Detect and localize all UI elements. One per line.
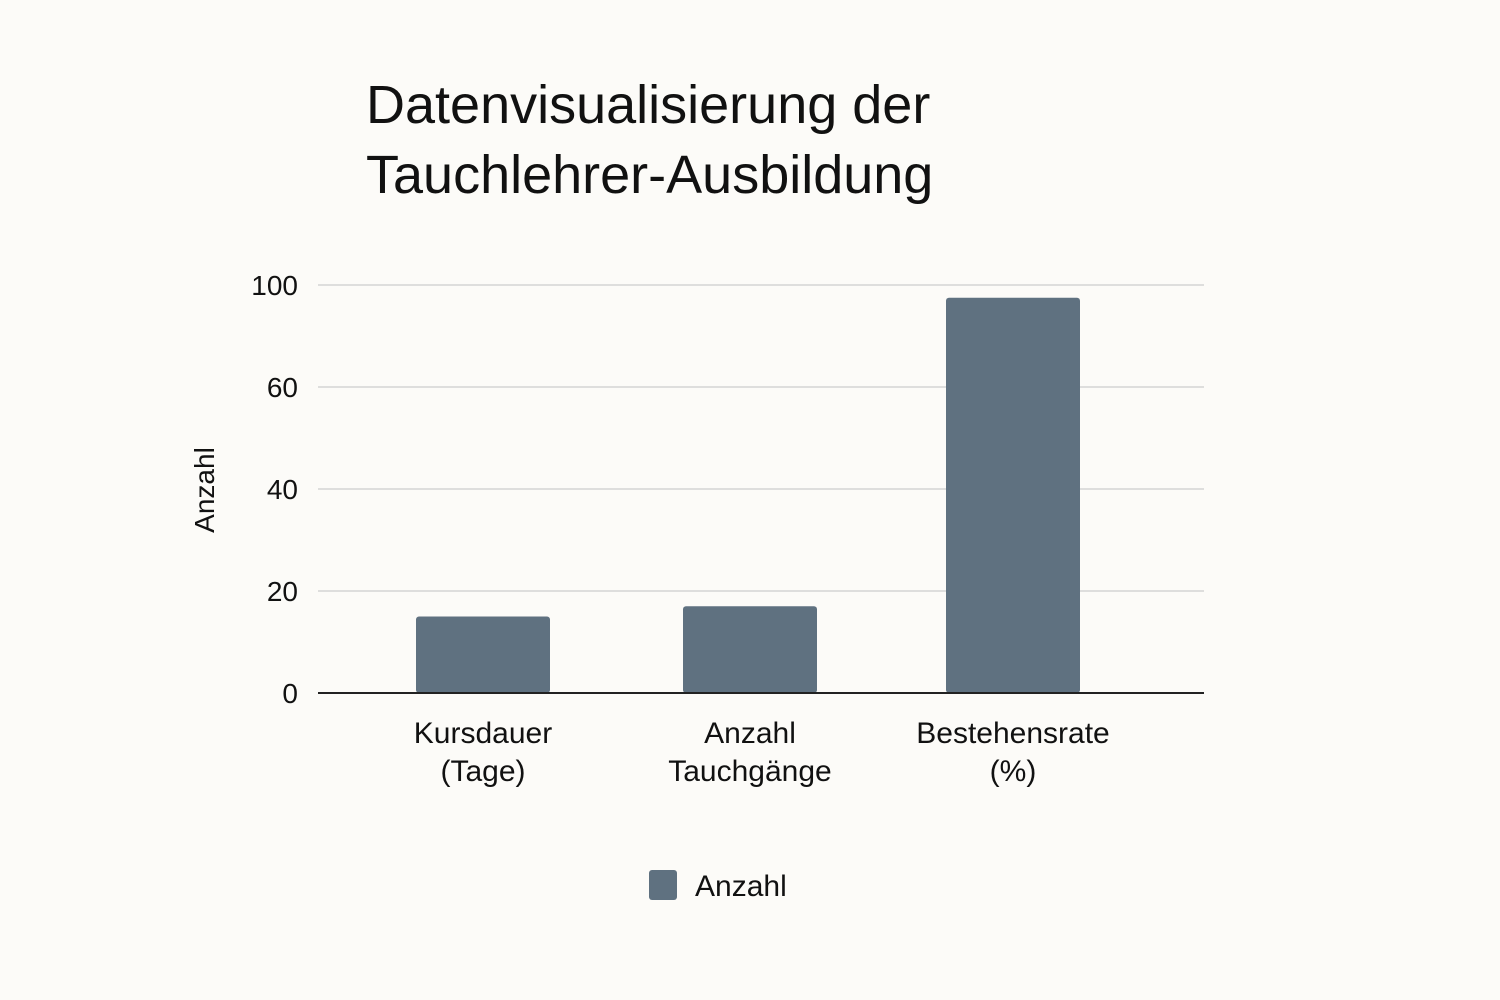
- legend-swatch-anzahl: [649, 870, 677, 900]
- legend: Anzahl: [649, 870, 787, 903]
- chart-title: Datenvisualisierung der Tauchlehrer-Ausb…: [366, 70, 1166, 210]
- bars: [416, 297, 1080, 693]
- y-tick-label-20: 20: [267, 576, 298, 607]
- legend-label-anzahl: Anzahl: [695, 870, 787, 903]
- y-tick-label-100: 100: [251, 270, 298, 301]
- chart-title-line-1: Datenvisualisierung der: [366, 75, 931, 135]
- x-category-labels: Kursdauer (Tage) Anzahl Tauchgänge Bestehens…: [414, 717, 1110, 788]
- x-category-label-0: Kursdauer (Tage): [414, 717, 552, 788]
- y-tick-label-0: 0: [282, 678, 298, 709]
- y-axis-title: Anzahl: [189, 447, 220, 533]
- y-tick-label-40: 40: [267, 474, 298, 505]
- x-category-label-1: Anzahl Tauchgänge: [668, 717, 831, 788]
- y-tick-label-60: 60: [267, 372, 298, 403]
- x-category-label-2: Bestehensrate (%): [916, 717, 1109, 788]
- bar-0: [416, 616, 550, 693]
- chart-title-line-2: Tauchlehrer-Ausbildung: [366, 145, 934, 205]
- y-tick-labels: 0 20 40 60 100: [251, 270, 298, 709]
- bar-2: [946, 297, 1080, 693]
- bar-1: [683, 606, 817, 693]
